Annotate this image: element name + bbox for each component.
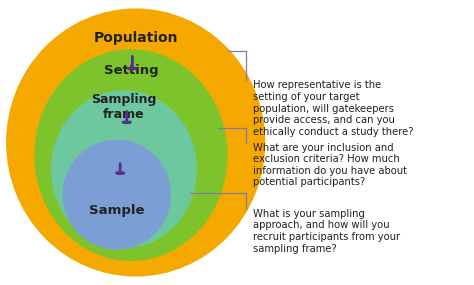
Text: What are your inclusion and
exclusion criteria? How much
information do you have: What are your inclusion and exclusion cr… <box>254 142 408 187</box>
Ellipse shape <box>51 90 197 248</box>
Text: What is your sampling
approach, and how will you
recruit participants from your
: What is your sampling approach, and how … <box>254 209 401 254</box>
Text: Sample: Sample <box>89 204 145 217</box>
Ellipse shape <box>63 140 171 250</box>
Text: Sampling
frame: Sampling frame <box>91 93 156 121</box>
Ellipse shape <box>6 9 265 276</box>
Ellipse shape <box>35 49 228 261</box>
Text: Setting: Setting <box>104 64 158 77</box>
Text: How representative is the
setting of your target
population, will gatekeepers
pr: How representative is the setting of you… <box>254 80 414 137</box>
Text: Population: Population <box>93 31 178 45</box>
